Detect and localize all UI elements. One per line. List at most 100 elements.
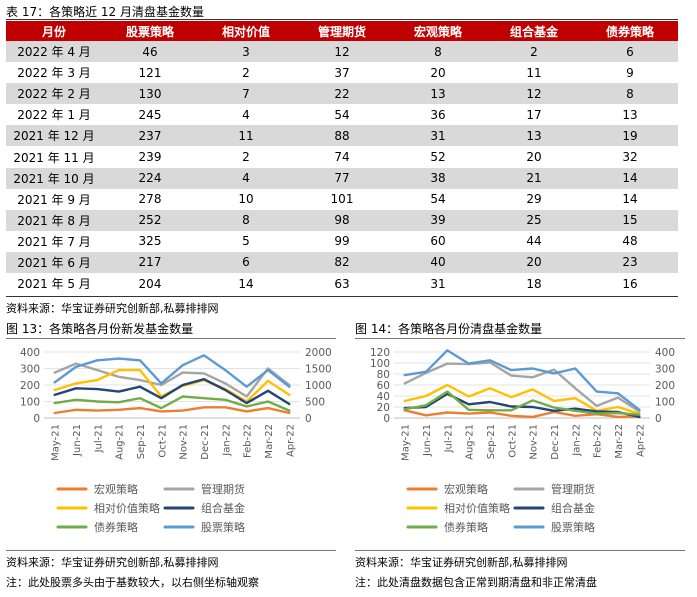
cell-fof: 18: [486, 273, 582, 295]
left-axis-tick-label: 80: [377, 369, 390, 381]
col-header-fof: 组合基金: [486, 21, 582, 41]
cell-month: 2021 年 10 月: [6, 167, 102, 189]
data-point: [467, 395, 470, 398]
series-line: [53, 354, 291, 388]
table-row: 2021 年 7 月 325 5 99 60 44 48: [6, 230, 678, 252]
data-point: [160, 407, 163, 409]
legend-label: 相对价值策略: [94, 501, 160, 515]
x-axis-tick-label: Mar-22: [264, 424, 275, 459]
cell-macro: 54: [390, 188, 486, 210]
cell-bond: 15: [582, 209, 678, 231]
x-axis-tick-label: Jul-21: [93, 424, 104, 453]
data-point: [96, 400, 99, 403]
data-point: [531, 376, 534, 379]
series-line: [53, 406, 291, 415]
data-point: [267, 367, 269, 370]
data-point: [267, 380, 269, 382]
left-axis-tick-label: 0: [383, 413, 390, 425]
data-point: [96, 409, 99, 412]
data-point: [574, 410, 577, 412]
cell-bond: 19: [582, 125, 678, 147]
table-row: 2021 年 6 月 217 6 82 40 20 23: [6, 251, 678, 274]
cell-stock: 217: [102, 251, 198, 274]
fig13-note: 注：此处股票多头由于基数较大，以右侧坐标轴观察: [6, 576, 259, 589]
table-row: 2021 年 9 月 278 10 101 54 29 14: [6, 188, 678, 210]
data-point: [531, 388, 534, 391]
cell-stock: 325: [102, 230, 198, 252]
data-point: [288, 394, 291, 396]
data-point: [139, 397, 141, 399]
fig14-title: 图 14：各策略各月份清盘基金数量: [355, 322, 543, 336]
cell-bond: 8: [582, 83, 678, 105]
cell-relative-value: 8: [198, 209, 294, 231]
data-point: [181, 364, 184, 366]
data-point: [245, 410, 248, 413]
x-axis-tick-label: Jun-21: [422, 424, 433, 457]
left-axis-tick-label: 100: [370, 358, 390, 370]
fig13-top-rule: [6, 338, 336, 339]
legend-label: 债券策略: [94, 520, 138, 534]
data-point: [75, 399, 77, 401]
cell-bond: 14: [582, 188, 678, 210]
cell-bond: 23: [582, 251, 678, 274]
data-point: [117, 390, 120, 393]
data-point: [96, 359, 99, 362]
data-point: [574, 407, 577, 410]
cell-macro: 60: [390, 230, 486, 252]
cell-month: 2021 年 9 月: [6, 188, 102, 210]
x-axis-tick-label: Apr-22: [285, 424, 296, 457]
table-row: 2021 年 8 月 252 8 98 39 25 15: [6, 209, 678, 231]
data-point: [75, 408, 77, 411]
cell-macro: 8: [390, 41, 486, 63]
cell-month: 2021 年 12 月: [6, 125, 102, 147]
cell-relative-value: 3: [198, 41, 294, 63]
cell-managed-futures: 82: [294, 251, 390, 274]
cell-stock: 252: [102, 209, 198, 231]
table-row: 2021 年 12 月 237 11 88 31 13 19: [6, 125, 678, 147]
cell-managed-futures: 37: [294, 62, 390, 84]
x-axis-tick-label: Oct-21: [157, 424, 168, 458]
table-source: 资料来源：华宝证券研究创新部,私募排排网: [6, 302, 219, 315]
data-point: [553, 400, 555, 402]
data-point: [53, 412, 56, 414]
data-point: [160, 410, 163, 413]
cell-fof: 11: [486, 62, 582, 84]
data-point: [510, 396, 513, 398]
data-point: [638, 416, 641, 418]
data-point: [224, 399, 227, 401]
data-point: [425, 406, 427, 408]
x-axis-tick-label: Mar-22: [614, 424, 625, 459]
cell-relative-value: 2: [198, 62, 294, 84]
cell-managed-futures: 99: [294, 230, 390, 252]
data-point: [531, 416, 534, 418]
data-point: [446, 411, 449, 414]
data-point: [574, 387, 577, 390]
col-header-managed-futures: 管理期货: [294, 21, 390, 41]
cell-fof: 29: [486, 188, 582, 210]
right-axis-tick-label: 100: [655, 397, 675, 409]
data-point: [117, 357, 120, 360]
cell-stock: 224: [102, 167, 198, 189]
data-point: [288, 385, 291, 388]
cell-month: 2021 年 6 月: [6, 251, 102, 274]
cell-bond: 32: [582, 146, 678, 168]
data-point: [425, 395, 427, 397]
data-point: [425, 371, 427, 373]
data-point: [638, 410, 641, 413]
cell-macro: 13: [390, 83, 486, 105]
table-top-rule: [6, 19, 678, 20]
cell-relative-value: 6: [198, 251, 294, 274]
series-line: [403, 383, 641, 415]
data-point: [531, 367, 534, 370]
series-line: [53, 378, 291, 406]
cell-fof: 2: [486, 41, 582, 63]
data-point: [467, 412, 470, 415]
data-point: [553, 410, 555, 412]
x-axis-tick-label: Oct-21: [507, 424, 518, 458]
cell-macro: 31: [390, 125, 486, 147]
data-point: [446, 349, 449, 352]
data-point: [617, 396, 619, 399]
cell-relative-value: 7: [198, 83, 294, 105]
x-axis-tick-label: Feb-22: [593, 424, 604, 458]
data-point: [53, 371, 56, 374]
